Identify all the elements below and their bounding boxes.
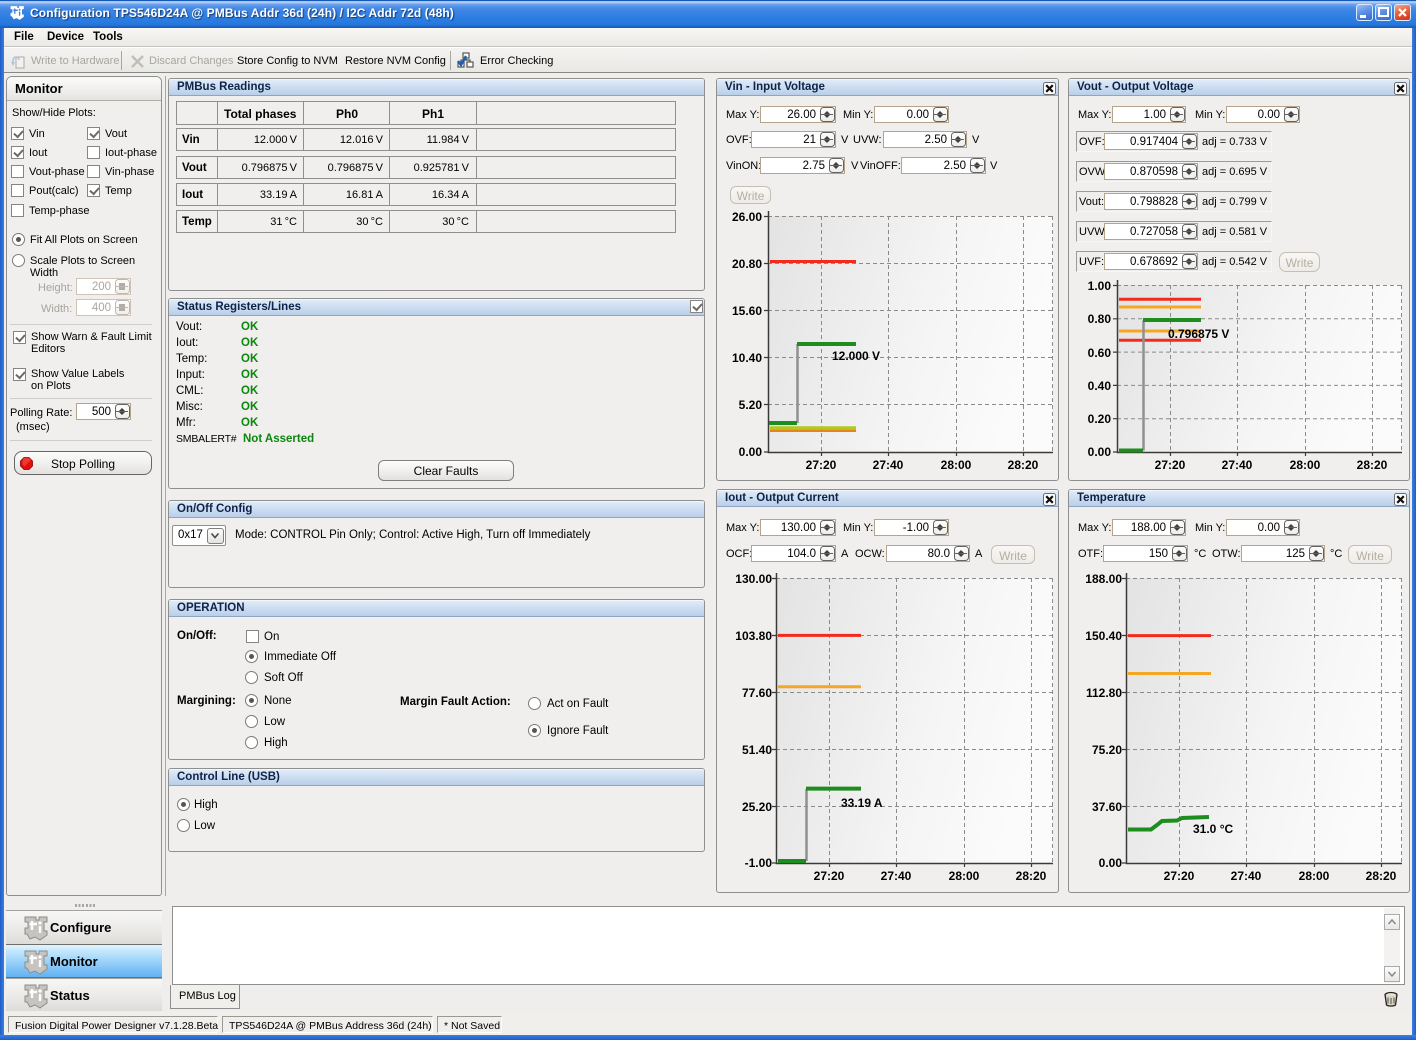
svg-text:25.20: 25.20	[742, 800, 772, 814]
svg-text:0.20: 0.20	[1088, 412, 1112, 426]
svg-text:28:00: 28:00	[1290, 458, 1321, 472]
svg-text:0.00: 0.00	[1099, 856, 1123, 870]
svg-text:112.80: 112.80	[1086, 686, 1122, 700]
svg-text:130.00: 130.00	[735, 572, 772, 586]
svg-text:5.20: 5.20	[739, 398, 763, 412]
svg-text:0.00: 0.00	[739, 445, 763, 459]
svg-text:33.19 A: 33.19 A	[841, 796, 883, 810]
svg-text:28:20: 28:20	[1357, 458, 1388, 472]
svg-text:-1.00: -1.00	[745, 856, 773, 870]
svg-text:28:20: 28:20	[1016, 869, 1047, 883]
svg-text:28:20: 28:20	[1366, 869, 1397, 883]
svg-text:10.40: 10.40	[732, 351, 762, 365]
svg-text:0.40: 0.40	[1088, 379, 1112, 393]
svg-text:188.00: 188.00	[1085, 572, 1122, 586]
svg-text:28:00: 28:00	[949, 869, 980, 883]
svg-text:75.20: 75.20	[1092, 743, 1122, 757]
svg-text:15.60: 15.60	[732, 304, 762, 318]
svg-text:27:20: 27:20	[1164, 869, 1195, 883]
svg-text:1.00: 1.00	[1088, 279, 1112, 293]
svg-text:20.80: 20.80	[732, 257, 762, 271]
svg-text:150.40: 150.40	[1085, 629, 1122, 643]
svg-text:103.80: 103.80	[735, 629, 772, 643]
svg-text:28:00: 28:00	[941, 458, 972, 472]
svg-text:27:40: 27:40	[1231, 869, 1262, 883]
svg-text:12.000 V: 12.000 V	[832, 349, 880, 363]
svg-text:27:40: 27:40	[1222, 458, 1253, 472]
svg-text:27:20: 27:20	[1155, 458, 1186, 472]
svg-text:27:40: 27:40	[881, 869, 912, 883]
svg-text:27:20: 27:20	[806, 458, 837, 472]
svg-text:0.796875 V: 0.796875 V	[1168, 327, 1229, 341]
svg-text:28:00: 28:00	[1299, 869, 1330, 883]
svg-text:0.00: 0.00	[1088, 445, 1112, 459]
svg-text:0.60: 0.60	[1088, 346, 1112, 360]
svg-text:28:20: 28:20	[1008, 458, 1039, 472]
svg-text:77.60: 77.60	[742, 686, 772, 700]
svg-text:27:20: 27:20	[814, 869, 845, 883]
svg-text:37.60: 37.60	[1092, 800, 1122, 814]
svg-text:0.80: 0.80	[1088, 312, 1112, 326]
svg-text:27:40: 27:40	[873, 458, 904, 472]
svg-text:26.00: 26.00	[732, 210, 762, 224]
svg-text:51.40: 51.40	[742, 743, 772, 757]
svg-text:31.0 °C: 31.0 °C	[1193, 822, 1233, 836]
